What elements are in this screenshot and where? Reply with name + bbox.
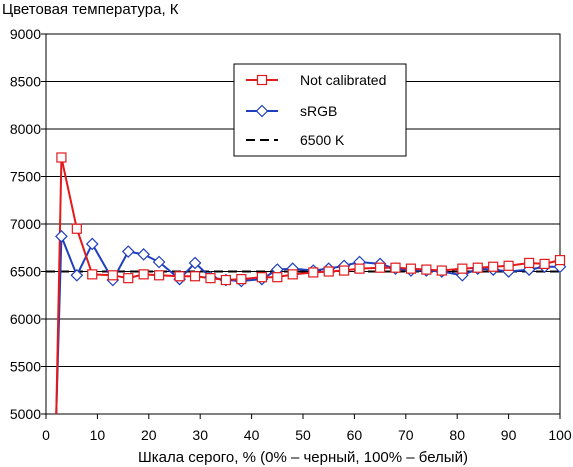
- legend-label-not-calibrated: Not calibrated: [300, 72, 386, 88]
- data-point-diamond: [188, 256, 202, 270]
- x-tick-label: 50: [295, 427, 311, 443]
- data-point-square: [220, 274, 231, 286]
- y-tick-label: 8000: [10, 121, 41, 137]
- data-point-square: [236, 274, 247, 285]
- data-point-square: [256, 272, 267, 283]
- data-point-square: [421, 264, 432, 275]
- data-point-square: [71, 223, 82, 234]
- x-tick-label: 20: [141, 427, 157, 443]
- legend-entry-not-calibrated: Not calibrated: [246, 72, 386, 88]
- data-point-square: [87, 269, 98, 280]
- data-point-square: [524, 257, 535, 269]
- legend-label-6500k: 6500 K: [300, 132, 345, 148]
- legend-marker-diamond: [255, 104, 269, 118]
- legend-marker-square: [256, 74, 268, 86]
- data-point-square: [153, 270, 165, 281]
- data-point-square: [287, 269, 298, 280]
- legend-entry-6500k: 6500 K: [246, 132, 345, 148]
- data-point-square: [308, 267, 319, 278]
- data-point-square: [56, 152, 67, 163]
- data-point-square: [390, 262, 401, 273]
- y-tick-label: 5000: [10, 406, 41, 422]
- data-point-square: [405, 263, 417, 274]
- y-tick-label: 9000: [10, 26, 41, 42]
- y-tick-label: 6000: [10, 311, 41, 327]
- chart-title: Цветовая температура, К: [2, 1, 179, 18]
- data-point-square: [472, 262, 483, 273]
- data-point-square: [339, 265, 350, 276]
- x-axis-label: Шкала серого, % (0% – черный, 100% – бел…: [138, 449, 468, 466]
- data-point-diamond: [55, 230, 68, 243]
- x-tick-label: 40: [244, 427, 260, 443]
- x-axis-ticks: 0 10 20 30 40 50 60 70 80 90 100: [42, 414, 572, 443]
- data-point-square: [503, 260, 514, 271]
- x-tick-label: 90: [501, 427, 517, 443]
- y-tick-label: 7500: [10, 169, 41, 185]
- data-point-square: [107, 270, 118, 281]
- y-tick-label: 7000: [10, 216, 41, 232]
- data-point-diamond: [152, 255, 166, 269]
- data-point-diamond: [137, 248, 151, 261]
- data-point-diamond: [121, 245, 135, 258]
- data-point-square: [539, 258, 550, 269]
- series-group: [46, 152, 567, 415]
- y-tick-label: 8500: [10, 74, 41, 90]
- x-tick-label: 10: [90, 427, 106, 443]
- data-point-square: [272, 272, 283, 283]
- x-tick-label: 70: [398, 427, 414, 443]
- legend-label-srgb: sRGB: [300, 103, 337, 119]
- data-point-square: [457, 263, 468, 274]
- x-tick-label: 80: [449, 427, 465, 443]
- data-point-square: [323, 266, 334, 277]
- legend-entry-srgb: sRGB: [246, 103, 337, 119]
- data-point-diamond: [85, 237, 99, 251]
- data-point-square: [554, 255, 566, 266]
- series-line-srgb: [55, 235, 560, 415]
- data-point-square: [375, 262, 386, 273]
- data-point-square: [205, 273, 216, 284]
- data-point-square: [138, 269, 149, 280]
- x-tick-label: 100: [548, 427, 572, 443]
- x-tick-label: 30: [192, 427, 208, 443]
- x-tick-label: 0: [42, 427, 50, 443]
- data-point-square: [488, 261, 499, 272]
- data-point-square: [123, 273, 134, 284]
- x-tick-label: 60: [347, 427, 363, 443]
- data-point-diamond: [70, 268, 84, 282]
- data-point-square: [189, 271, 201, 282]
- legend: Not calibrated sRGB 6500 K: [233, 63, 407, 157]
- y-axis-ticks: 5000 5500 6000 6500 7000 7500 8000 8500 9000: [10, 26, 46, 422]
- y-tick-label: 6500: [10, 264, 41, 280]
- series-line-not-calibrated: [55, 156, 561, 415]
- data-point-square: [436, 265, 447, 276]
- data-point-square: [354, 263, 365, 274]
- y-tick-label: 5500: [10, 359, 41, 375]
- data-point-square: [174, 271, 185, 282]
